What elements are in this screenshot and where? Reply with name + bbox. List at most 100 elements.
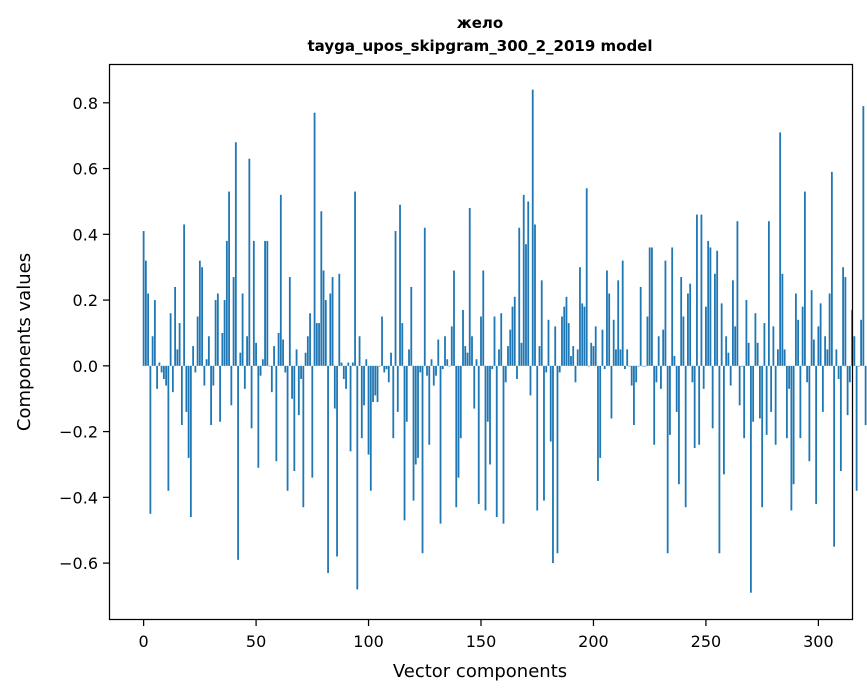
bar-181 (549, 365, 552, 442)
bar-108 (385, 365, 388, 370)
bar-217 (630, 365, 633, 386)
bar-275 (761, 365, 764, 508)
bar-193 (576, 349, 579, 366)
bar-39 (230, 365, 233, 406)
bar-260 (727, 352, 730, 366)
bar-44 (241, 293, 244, 366)
bar-302 (821, 365, 824, 412)
bar-130 (435, 365, 437, 376)
bar-51 (257, 365, 260, 468)
bar-205 (603, 365, 606, 370)
bar-233 (666, 365, 669, 554)
x-tick-label: 200 (578, 632, 609, 651)
bar-69 (297, 365, 300, 416)
bar-253 (711, 365, 714, 429)
bar-111 (392, 365, 395, 439)
chart-subtitle: tayga_upos_skipgram_300_2_2019 model (308, 37, 653, 55)
bar-271 (752, 365, 755, 422)
bar-86 (336, 365, 338, 557)
bar-102 (372, 365, 374, 403)
bar-156 (493, 316, 496, 366)
y-tick-label: −0.4 (59, 488, 98, 507)
bar-276 (763, 323, 766, 366)
bar-228 (655, 365, 658, 383)
bar-238 (678, 365, 680, 485)
y-tick-label: 0.0 (73, 357, 98, 376)
y-axis-label: Components values (14, 253, 35, 431)
bar-63 (284, 365, 287, 373)
bar-125 (423, 227, 426, 366)
bar-307 (833, 365, 836, 547)
bar-100 (367, 365, 370, 455)
y-tick-label: −0.6 (59, 554, 98, 573)
bar-240 (682, 316, 685, 366)
bar-43 (239, 352, 242, 366)
bar-116 (403, 365, 406, 521)
bar-101 (369, 365, 372, 491)
bar-188 (565, 296, 568, 366)
bar-249 (702, 365, 705, 389)
bar-223 (644, 365, 647, 367)
bar-308 (835, 349, 838, 366)
bar-292 (799, 365, 802, 439)
bar-20 (187, 365, 190, 458)
bar-151 (482, 270, 485, 366)
bar-135 (446, 359, 449, 366)
bar-215 (626, 349, 629, 366)
bar-177 (540, 280, 543, 366)
bar-166 (516, 365, 518, 379)
bar-196 (583, 306, 586, 366)
bar-123 (419, 365, 422, 373)
bar-113 (396, 365, 399, 412)
bar-278 (767, 221, 770, 366)
bar-35 (221, 332, 224, 366)
bar-203 (599, 365, 602, 458)
bar-279 (770, 365, 773, 412)
bar-26 (201, 267, 203, 366)
bar-206 (606, 270, 608, 366)
bar-96 (358, 336, 361, 366)
bar-304 (826, 349, 829, 366)
y-tick-label: 0.8 (73, 94, 98, 113)
bar-235 (671, 247, 674, 366)
x-tick-label: 150 (466, 632, 497, 651)
bar-27 (203, 365, 206, 386)
bar-212 (619, 349, 622, 366)
bar-161 (504, 365, 507, 383)
bar-40 (232, 277, 235, 366)
bar-221 (639, 286, 642, 366)
bar-170 (525, 244, 527, 366)
bar-171 (527, 201, 530, 366)
bar-194 (579, 267, 581, 366)
bar-197 (585, 188, 588, 366)
bar-112 (394, 231, 397, 366)
bar-272 (754, 313, 757, 366)
bar-290 (794, 293, 797, 366)
bar-284 (781, 273, 784, 366)
bar-46 (246, 336, 248, 366)
bar-133 (441, 365, 444, 370)
bar-293 (801, 306, 804, 366)
plot-frame (108, 63, 854, 621)
bar-143 (464, 346, 467, 366)
bar-239 (680, 277, 683, 366)
bar-263 (734, 326, 737, 366)
bar-37 (225, 240, 228, 366)
bar-92 (349, 365, 352, 452)
bar-216 (628, 365, 631, 367)
bar-198 (588, 365, 590, 367)
bar-264 (736, 221, 739, 366)
bar-305 (828, 293, 831, 366)
bar-99 (365, 359, 368, 366)
bar-132 (439, 365, 442, 524)
bar-267 (743, 365, 746, 439)
bar-139 (455, 365, 458, 508)
bar-82 (327, 365, 329, 573)
bar-65 (288, 277, 291, 366)
bar-52 (259, 365, 262, 376)
bar-32 (214, 300, 217, 366)
bar-128 (430, 359, 433, 366)
bar-270 (750, 365, 752, 593)
bar-64 (286, 365, 289, 491)
